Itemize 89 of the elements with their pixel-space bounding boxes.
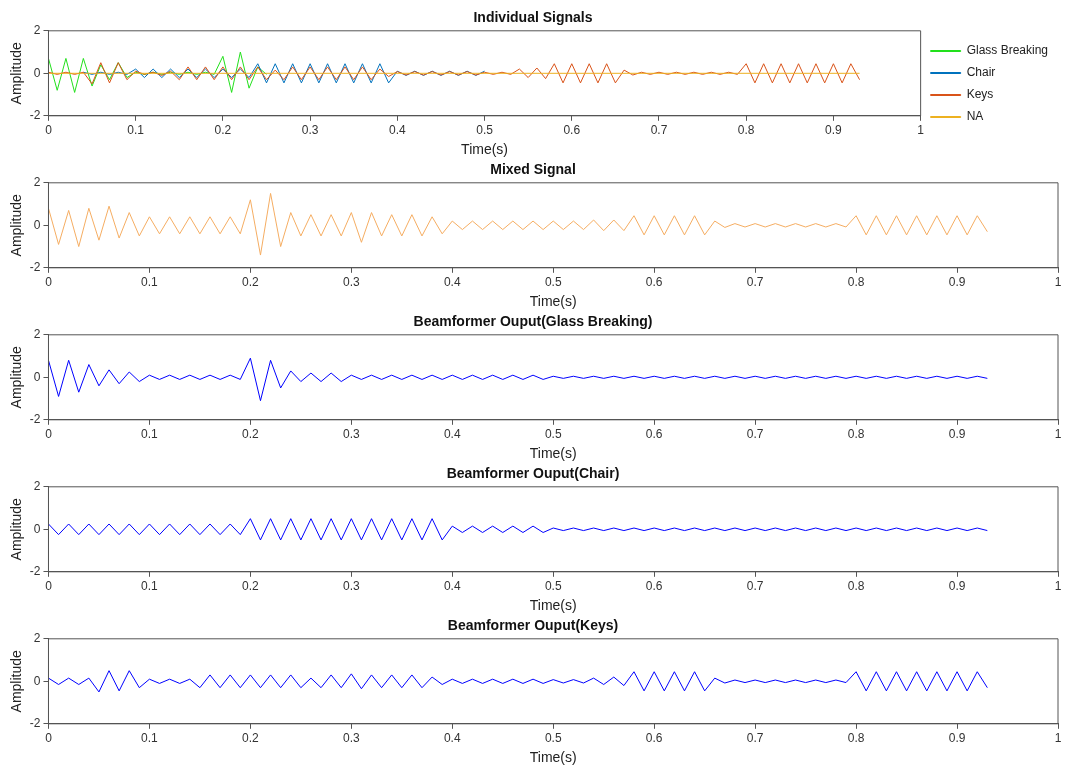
y-tick-label: 2	[33, 175, 41, 190]
x-tick-label: 0.5	[544, 427, 562, 442]
x-tick-label: 0.8	[847, 579, 865, 594]
x-tick-label: 0.2	[214, 123, 232, 138]
x-tick-label: 0.2	[242, 275, 260, 290]
y-tick-label: 2	[33, 479, 41, 494]
x-tick-label: 0.1	[141, 579, 159, 594]
x-tick-label: 0.5	[544, 731, 562, 746]
y-tick-label: 0	[33, 673, 41, 688]
x-tick-label: 0.8	[847, 731, 865, 746]
legend-label: Chair	[966, 65, 996, 80]
x-tick-label: 0.4	[443, 275, 461, 290]
x-tick-label: 0.1	[141, 731, 159, 746]
x-tick-label: 0.5	[544, 275, 562, 290]
x-tick-label: 0.2	[242, 579, 260, 594]
x-tick-label: 0.3	[342, 731, 360, 746]
y-tick-label: 0	[33, 65, 41, 80]
chart-title: Beamformer Ouput(Keys)	[447, 617, 619, 634]
x-tick-label: 0.6	[645, 427, 663, 442]
x-tick-label: 0	[45, 275, 53, 290]
y-tick-label: -2	[29, 108, 41, 123]
y-tick-label: 0	[33, 521, 41, 536]
x-axis-title: Time(s)	[461, 141, 509, 158]
x-tick-label: 0.8	[737, 123, 755, 138]
x-tick-label: 0.4	[388, 123, 406, 138]
x-tick-label: 0.4	[443, 427, 461, 442]
x-axis-title: Time(s)	[529, 749, 577, 766]
y-tick-label: 0	[33, 217, 41, 232]
legend-label: Glass Breaking	[966, 43, 1049, 58]
x-tick-label: 1	[917, 123, 925, 138]
x-tick-label: 0.6	[563, 123, 581, 138]
chart-title: Beamformer Ouput(Chair)	[446, 465, 620, 482]
x-tick-label: 0.7	[746, 731, 764, 746]
x-tick-label: 0	[45, 123, 53, 138]
x-tick-label: 0	[45, 427, 53, 442]
y-axis-title: Amplitude	[8, 193, 25, 257]
x-tick-label: 0.3	[342, 579, 360, 594]
x-tick-label: 0.9	[948, 275, 966, 290]
y-tick-label: 0	[33, 369, 41, 384]
y-tick-label: 2	[33, 327, 41, 342]
x-tick-label: 0.3	[342, 427, 360, 442]
x-tick-label: 0.9	[948, 579, 966, 594]
x-tick-label: 0.2	[242, 731, 260, 746]
x-tick-label: 0.2	[242, 427, 260, 442]
x-tick-label: 0.7	[746, 579, 764, 594]
x-tick-label: 0.4	[443, 579, 461, 594]
x-tick-label: 0.5	[476, 123, 494, 138]
x-axis-title: Time(s)	[529, 597, 577, 614]
x-axis-title: Time(s)	[529, 445, 577, 462]
x-tick-label: 0.7	[746, 427, 764, 442]
y-tick-label: -2	[29, 412, 41, 427]
x-tick-label: 1	[1054, 275, 1062, 290]
x-tick-label: 0.4	[443, 731, 461, 746]
y-tick-label: 2	[33, 23, 41, 38]
y-tick-label: -2	[29, 260, 41, 275]
y-tick-label: 2	[33, 631, 41, 646]
x-tick-label: 0.7	[650, 123, 668, 138]
x-tick-label: 0.9	[948, 731, 966, 746]
x-tick-label: 0.6	[645, 731, 663, 746]
x-tick-label: 0.9	[825, 123, 843, 138]
chart-title: Beamformer Ouput(Glass Breaking)	[413, 313, 653, 330]
y-axis-title: Amplitude	[8, 345, 25, 409]
legend-label: Keys	[966, 87, 994, 102]
x-tick-label: 0.5	[544, 579, 562, 594]
x-tick-label: 0.9	[948, 427, 966, 442]
y-axis-title: Amplitude	[8, 497, 25, 561]
x-tick-label: 0.1	[141, 427, 159, 442]
y-tick-label: -2	[29, 716, 41, 731]
y-tick-label: -2	[29, 564, 41, 579]
x-tick-label: 1	[1054, 427, 1062, 442]
x-tick-label: 0.6	[645, 579, 663, 594]
x-tick-label: 0.1	[127, 123, 145, 138]
chart-title: Mixed Signal	[490, 161, 576, 178]
x-tick-label: 1	[1054, 579, 1062, 594]
y-axis-title: Amplitude	[8, 41, 25, 105]
x-tick-label: 0	[45, 579, 53, 594]
x-tick-label: 0.1	[141, 275, 159, 290]
x-tick-label: 0.7	[746, 275, 764, 290]
y-axis-title: Amplitude	[8, 649, 25, 713]
x-tick-label: 1	[1054, 731, 1062, 746]
legend-label: NA	[966, 109, 984, 124]
x-tick-label: 0.3	[342, 275, 360, 290]
x-tick-label: 0.8	[847, 275, 865, 290]
x-tick-label: 0.3	[301, 123, 319, 138]
x-axis-title: Time(s)	[529, 293, 577, 310]
x-tick-label: 0.8	[847, 427, 865, 442]
x-tick-label: 0.6	[645, 275, 663, 290]
chart-title: Individual Signals	[473, 9, 593, 26]
x-tick-label: 0	[45, 731, 53, 746]
